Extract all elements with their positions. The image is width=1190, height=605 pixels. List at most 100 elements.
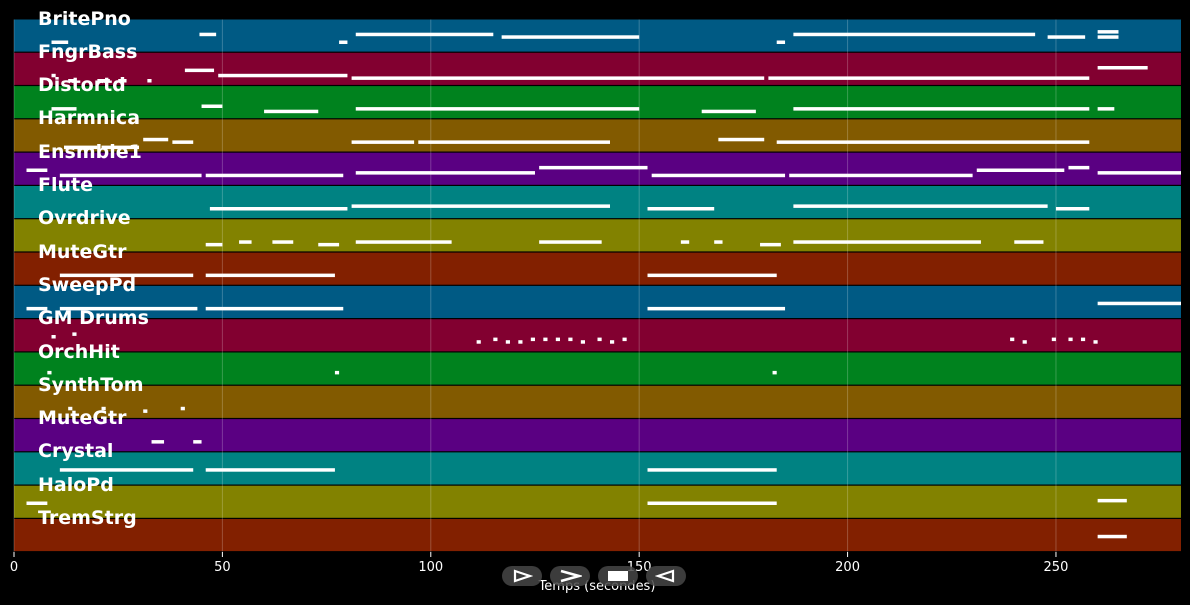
track-band (14, 219, 1181, 252)
note-mark (355, 32, 494, 37)
note-mark (51, 107, 77, 111)
note-mark (218, 73, 348, 78)
note-mark (568, 337, 573, 342)
note-mark (647, 273, 777, 278)
note-mark (701, 109, 756, 114)
note-mark (101, 406, 106, 411)
track-bands (14, 19, 1181, 552)
note-mark (976, 168, 1065, 172)
playback-controls (502, 566, 686, 586)
note-mark (760, 242, 781, 247)
track-label: FngrBass (38, 40, 138, 63)
track-label: Harmnica (38, 107, 141, 130)
x-axis (13, 552, 1057, 557)
note-mark (518, 340, 523, 344)
note-mark (355, 240, 452, 244)
note-mark (205, 468, 335, 472)
note-mark (1080, 337, 1086, 342)
note-mark (776, 40, 786, 44)
note-mark (101, 145, 140, 150)
note-mark (272, 240, 294, 244)
x-tick-label: 200 (835, 560, 860, 575)
track-band (14, 252, 1181, 285)
note-mark (97, 79, 110, 83)
note-mark (1068, 165, 1090, 170)
x-tick-label: 100 (418, 560, 444, 575)
note-marks (26, 30, 1181, 539)
play-button[interactable] (550, 566, 590, 586)
note-mark (147, 79, 152, 83)
note-mark (239, 240, 252, 244)
note-mark (151, 440, 165, 444)
note-mark (26, 501, 48, 505)
note-mark (355, 171, 535, 175)
note-mark (476, 340, 481, 344)
note-mark (530, 337, 535, 342)
stop-icon (608, 571, 628, 581)
note-mark (351, 204, 611, 208)
note-mark (718, 137, 765, 142)
note-mark (68, 79, 77, 83)
note-mark (539, 240, 602, 244)
track-band (14, 319, 1181, 352)
note-mark (47, 370, 52, 375)
note-mark (772, 370, 777, 375)
note-mark (543, 337, 548, 342)
x-tick-label: 0 (9, 560, 19, 575)
track-band (14, 519, 1181, 552)
note-mark (793, 240, 981, 244)
note-mark (714, 240, 723, 244)
back-button[interactable] (646, 566, 686, 586)
note-mark (1097, 301, 1181, 306)
note-mark (1097, 35, 1119, 39)
stop-button[interactable] (598, 566, 638, 586)
note-mark (59, 173, 202, 178)
note-mark (768, 76, 1090, 80)
track-band (14, 352, 1181, 385)
rewind-button[interactable] (502, 566, 542, 586)
note-mark (118, 79, 127, 83)
note-mark (64, 145, 98, 150)
note-mark (143, 409, 148, 413)
track-label: Ovrdrive (38, 207, 131, 230)
note-mark (59, 273, 194, 278)
note-mark (193, 440, 202, 444)
note-mark (793, 204, 1048, 208)
note-mark (647, 501, 777, 505)
track-label: SweepPd (38, 273, 137, 296)
note-mark (1097, 171, 1181, 175)
note-mark (1068, 337, 1073, 342)
note-mark (580, 340, 585, 344)
note-mark (72, 332, 77, 336)
note-mark (1093, 340, 1098, 344)
note-mark (1010, 337, 1015, 342)
note-mark (334, 370, 340, 375)
note-mark (493, 337, 498, 342)
note-mark (1022, 340, 1027, 344)
note-mark (205, 242, 223, 247)
note-mark (680, 240, 690, 244)
track-label: GM Drums (38, 307, 149, 330)
x-tick-label: 250 (1043, 560, 1069, 575)
note-mark (205, 173, 344, 178)
x-tick-label: 50 (214, 560, 231, 575)
track-label: OrchHit (38, 340, 120, 363)
note-mark (264, 109, 319, 114)
track-label: HaloPd (38, 473, 114, 496)
note-mark (51, 73, 56, 78)
note-mark (205, 273, 335, 278)
note-mark (339, 40, 348, 44)
note-mark (1097, 498, 1127, 503)
note-mark (172, 140, 194, 144)
note-mark (1097, 107, 1115, 111)
note-mark (209, 207, 348, 211)
note-mark (597, 337, 602, 342)
track-band (14, 86, 1181, 119)
note-mark (610, 340, 615, 344)
note-mark (1097, 66, 1148, 70)
note-mark (793, 107, 1090, 111)
note-mark (501, 35, 640, 39)
track-label: Distortd (38, 74, 126, 97)
note-mark (51, 335, 56, 339)
